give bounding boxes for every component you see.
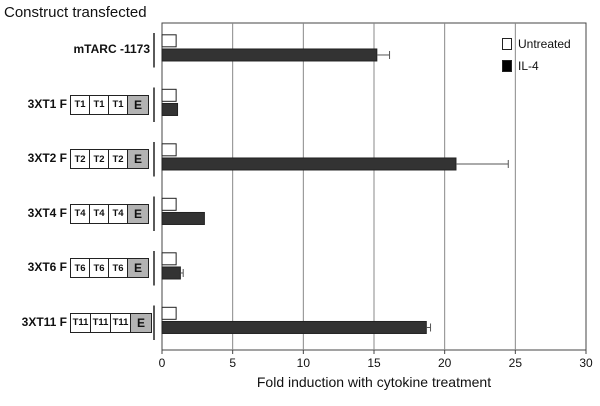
tandem-element-box: T1 — [109, 95, 128, 114]
bar-il4-4 — [161, 211, 205, 225]
x-tick-label: 10 — [297, 356, 311, 370]
x-tick-label: 0 — [159, 356, 166, 370]
tandem-element-box: T11 — [111, 313, 131, 332]
tandem-element-box: T2 — [71, 150, 90, 169]
row-label-6: 3XT11 F — [21, 314, 67, 329]
row-label-2: 3XT1 F — [27, 96, 67, 111]
bar-untreated-6 — [161, 306, 177, 320]
bar-il4-2 — [161, 102, 179, 116]
bar-untreated-5 — [161, 252, 177, 266]
bar-il4-6 — [161, 320, 427, 334]
enhancer-box: E — [128, 204, 148, 223]
enhancer-box: E — [131, 313, 151, 332]
tandem-element-box: T11 — [91, 313, 111, 332]
bar-il4-5 — [161, 266, 181, 280]
x-tick-label: 15 — [367, 356, 381, 370]
tandem-element-box: T4 — [109, 204, 128, 223]
construct-diagram-3: T2 T2 T2 E — [70, 149, 149, 170]
legend-untreated: Untreated — [502, 37, 571, 51]
x-axis-ticks: 0 5 10 15 20 25 30 — [159, 350, 593, 370]
legend-il4-label: IL-4 — [518, 59, 539, 73]
x-tick-label: 20 — [438, 356, 452, 370]
legend-il4-swatch — [502, 60, 512, 72]
row-label-3: 3XT2 F — [27, 151, 67, 166]
x-axis-label: Fold induction with cytokine treatment — [256, 374, 492, 390]
x-tick-label: 5 — [229, 356, 236, 370]
tandem-element-box: T6 — [109, 259, 128, 278]
construct-diagram-6: T11 T11 T11 E — [70, 312, 152, 333]
bar-untreated-1 — [161, 34, 177, 48]
legend-untreated-label: Untreated — [518, 37, 571, 51]
error-bars — [180, 50, 509, 332]
legend-untreated-swatch — [502, 38, 512, 50]
tandem-element-box: T6 — [90, 259, 109, 278]
tandem-element-box: T6 — [71, 259, 90, 278]
bar-untreated-4 — [161, 197, 177, 211]
chart-heading: Construct transfected — [4, 4, 147, 21]
bar-untreated-2 — [161, 88, 177, 102]
tandem-element-box: T1 — [90, 95, 109, 114]
row-label-5: 3XT6 F — [27, 260, 67, 275]
tandem-element-box: T1 — [71, 95, 90, 114]
construct-diagram-4: T4 T4 T4 E — [70, 203, 149, 224]
x-tick-label: 30 — [579, 356, 593, 370]
legend-il4: IL-4 — [502, 59, 539, 73]
construct-diagram-5: T6 T6 T6 E — [70, 258, 149, 279]
construct-diagram-2: T1 T1 T1 E — [70, 94, 149, 115]
bar-il4-3 — [161, 157, 457, 171]
enhancer-box: E — [128, 150, 148, 169]
x-tick-label: 25 — [509, 356, 523, 370]
tandem-element-box: T4 — [90, 204, 109, 223]
tandem-element-box: T4 — [71, 204, 90, 223]
enhancer-box: E — [128, 259, 148, 278]
gridlines — [232, 23, 516, 350]
row-label-1: mTARC -1173 — [73, 42, 150, 57]
tandem-element-box: T2 — [109, 150, 128, 169]
tandem-element-box: T2 — [90, 150, 109, 169]
enhancer-box: E — [128, 95, 148, 114]
bar-untreated-3 — [161, 143, 177, 157]
row-label-4: 3XT4 F — [27, 205, 67, 220]
tandem-element-box: T11 — [71, 313, 91, 332]
bar-il4-1 — [161, 48, 378, 62]
